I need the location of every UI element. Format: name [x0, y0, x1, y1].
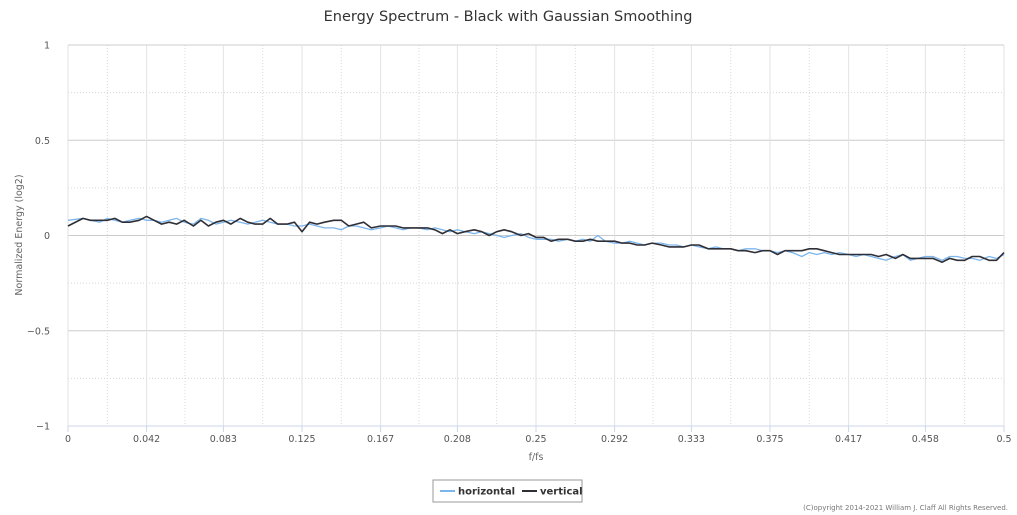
x-tick-label: 0.042 — [133, 434, 160, 445]
y-tick-label: 0 — [44, 231, 50, 242]
legend: horizontal vertical — [432, 479, 583, 503]
x-tick-label: 0.292 — [601, 434, 628, 445]
legend-label-vertical: vertical — [540, 487, 583, 498]
x-tick-label: 0.417 — [835, 434, 862, 445]
legend-item-vertical[interactable]: vertical — [522, 487, 583, 498]
x-axis-title: f/fs — [529, 452, 544, 463]
copyright-credit: (C)opyright 2014-2021 William J. Claff A… — [803, 504, 1008, 512]
chart-title: Energy Spectrum - Black with Gaussian Sm… — [324, 9, 693, 25]
major-gridlines — [67, 44, 1005, 427]
y-axis-ticks: 1 0.5 0 −0.5 −1 — [27, 41, 50, 433]
y-tick-label: −0.5 — [27, 326, 50, 337]
y-tick-label: −1 — [36, 422, 50, 433]
x-tick-label: 0.375 — [756, 434, 783, 445]
legend-box — [432, 479, 583, 503]
x-tick-label: 0 — [65, 434, 71, 445]
x-tick-label: 0.333 — [678, 434, 705, 445]
x-tick-label: 0.5 — [996, 434, 1011, 445]
legend-label-horizontal: horizontal — [458, 487, 515, 498]
y-axis-title: Normalized Energy (log2) — [14, 174, 25, 295]
x-tick-label: 0.458 — [912, 434, 939, 445]
x-tick-label: 0.167 — [367, 434, 394, 445]
x-tick-label: 0.083 — [210, 434, 237, 445]
x-tick-label: 0.25 — [525, 434, 546, 445]
x-axis-ticks: 0 0.042 0.083 0.125 0.167 0.208 0.25 0.292 0.333… — [65, 425, 1012, 445]
x-tick-label: 0.125 — [288, 434, 315, 445]
y-tick-label: 1 — [44, 41, 50, 52]
series-lines — [67, 215, 1005, 263]
legend-item-horizontal[interactable]: horizontal — [440, 487, 515, 498]
y-tick-label: 0.5 — [35, 136, 50, 147]
series-line-vertical — [67, 215, 1005, 263]
x-tick-label: 0.208 — [444, 434, 471, 445]
